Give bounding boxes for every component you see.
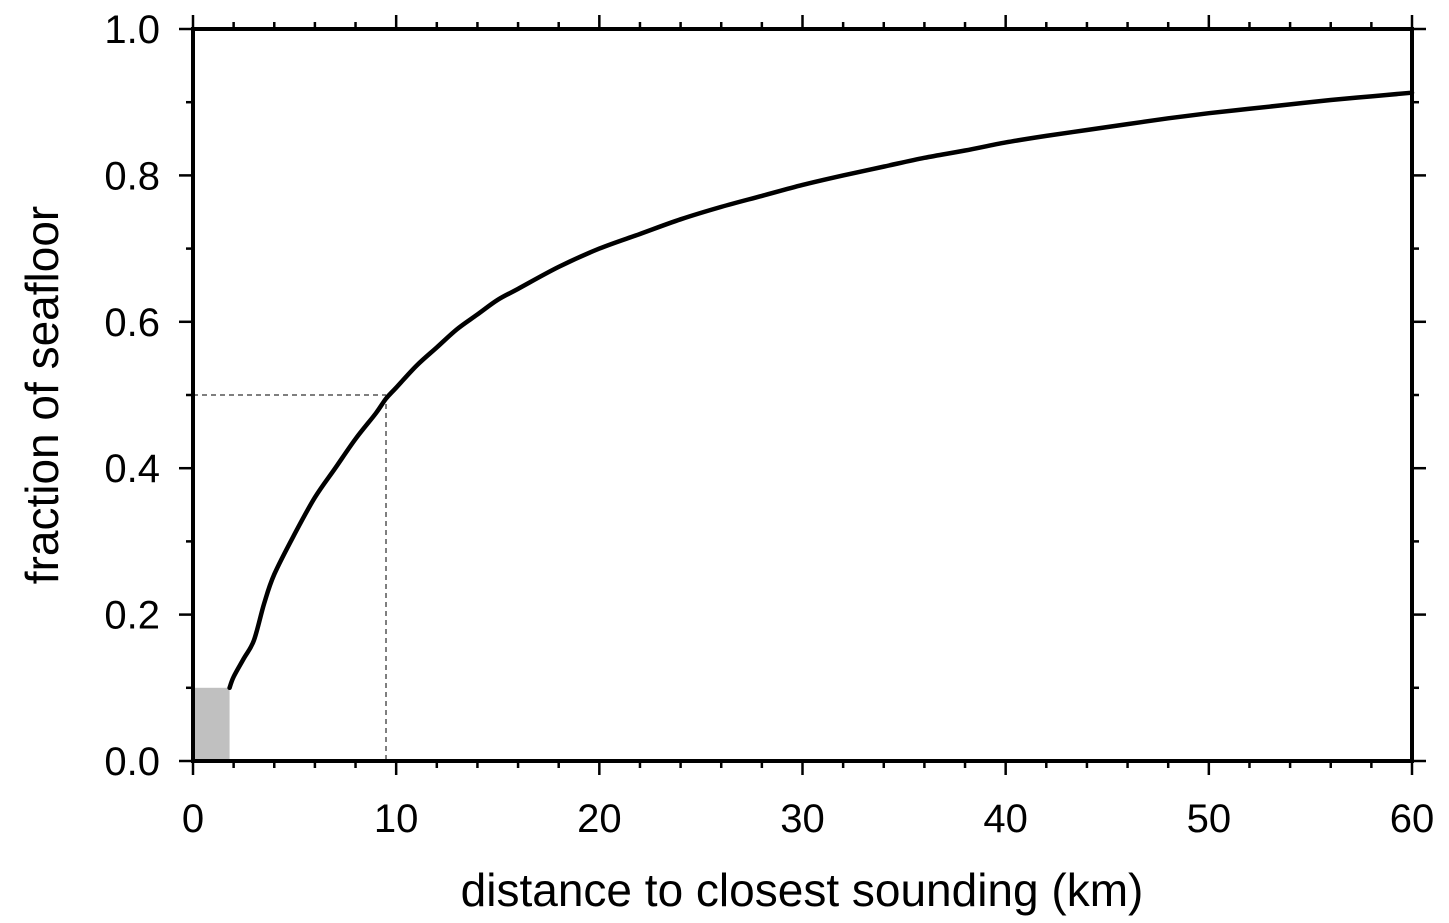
x-tick-label: 20 [577, 797, 622, 841]
tick-labels: 0 10 20 30 40 50 60 0.0 0.2 0.4 0.6 0.8 1.0 [104, 8, 1434, 841]
x-tick-label: 60 [1390, 797, 1435, 841]
y-tick-label: 1.0 [104, 8, 160, 52]
series-line [227, 90, 1415, 691]
x-axis-label: distance to closest sounding (km) [461, 864, 1144, 916]
y-tick-label: 0.6 [104, 301, 160, 345]
x-tick-label: 10 [374, 797, 419, 841]
plot-frame [191, 27, 1414, 763]
x-tick-label: 50 [1187, 797, 1232, 841]
y-axis-label: fraction of seafloor [16, 206, 68, 584]
x-tick-label: 0 [182, 797, 204, 841]
y-tick-label: 0.8 [104, 154, 160, 198]
y-tick-label: 0.0 [104, 740, 160, 784]
x-tick-label: 30 [780, 797, 825, 841]
shaded-region [193, 687, 230, 761]
x-tick-label: 40 [983, 797, 1028, 841]
y-tick-label: 0.2 [104, 594, 160, 638]
y-tick-label: 0.4 [104, 447, 160, 491]
